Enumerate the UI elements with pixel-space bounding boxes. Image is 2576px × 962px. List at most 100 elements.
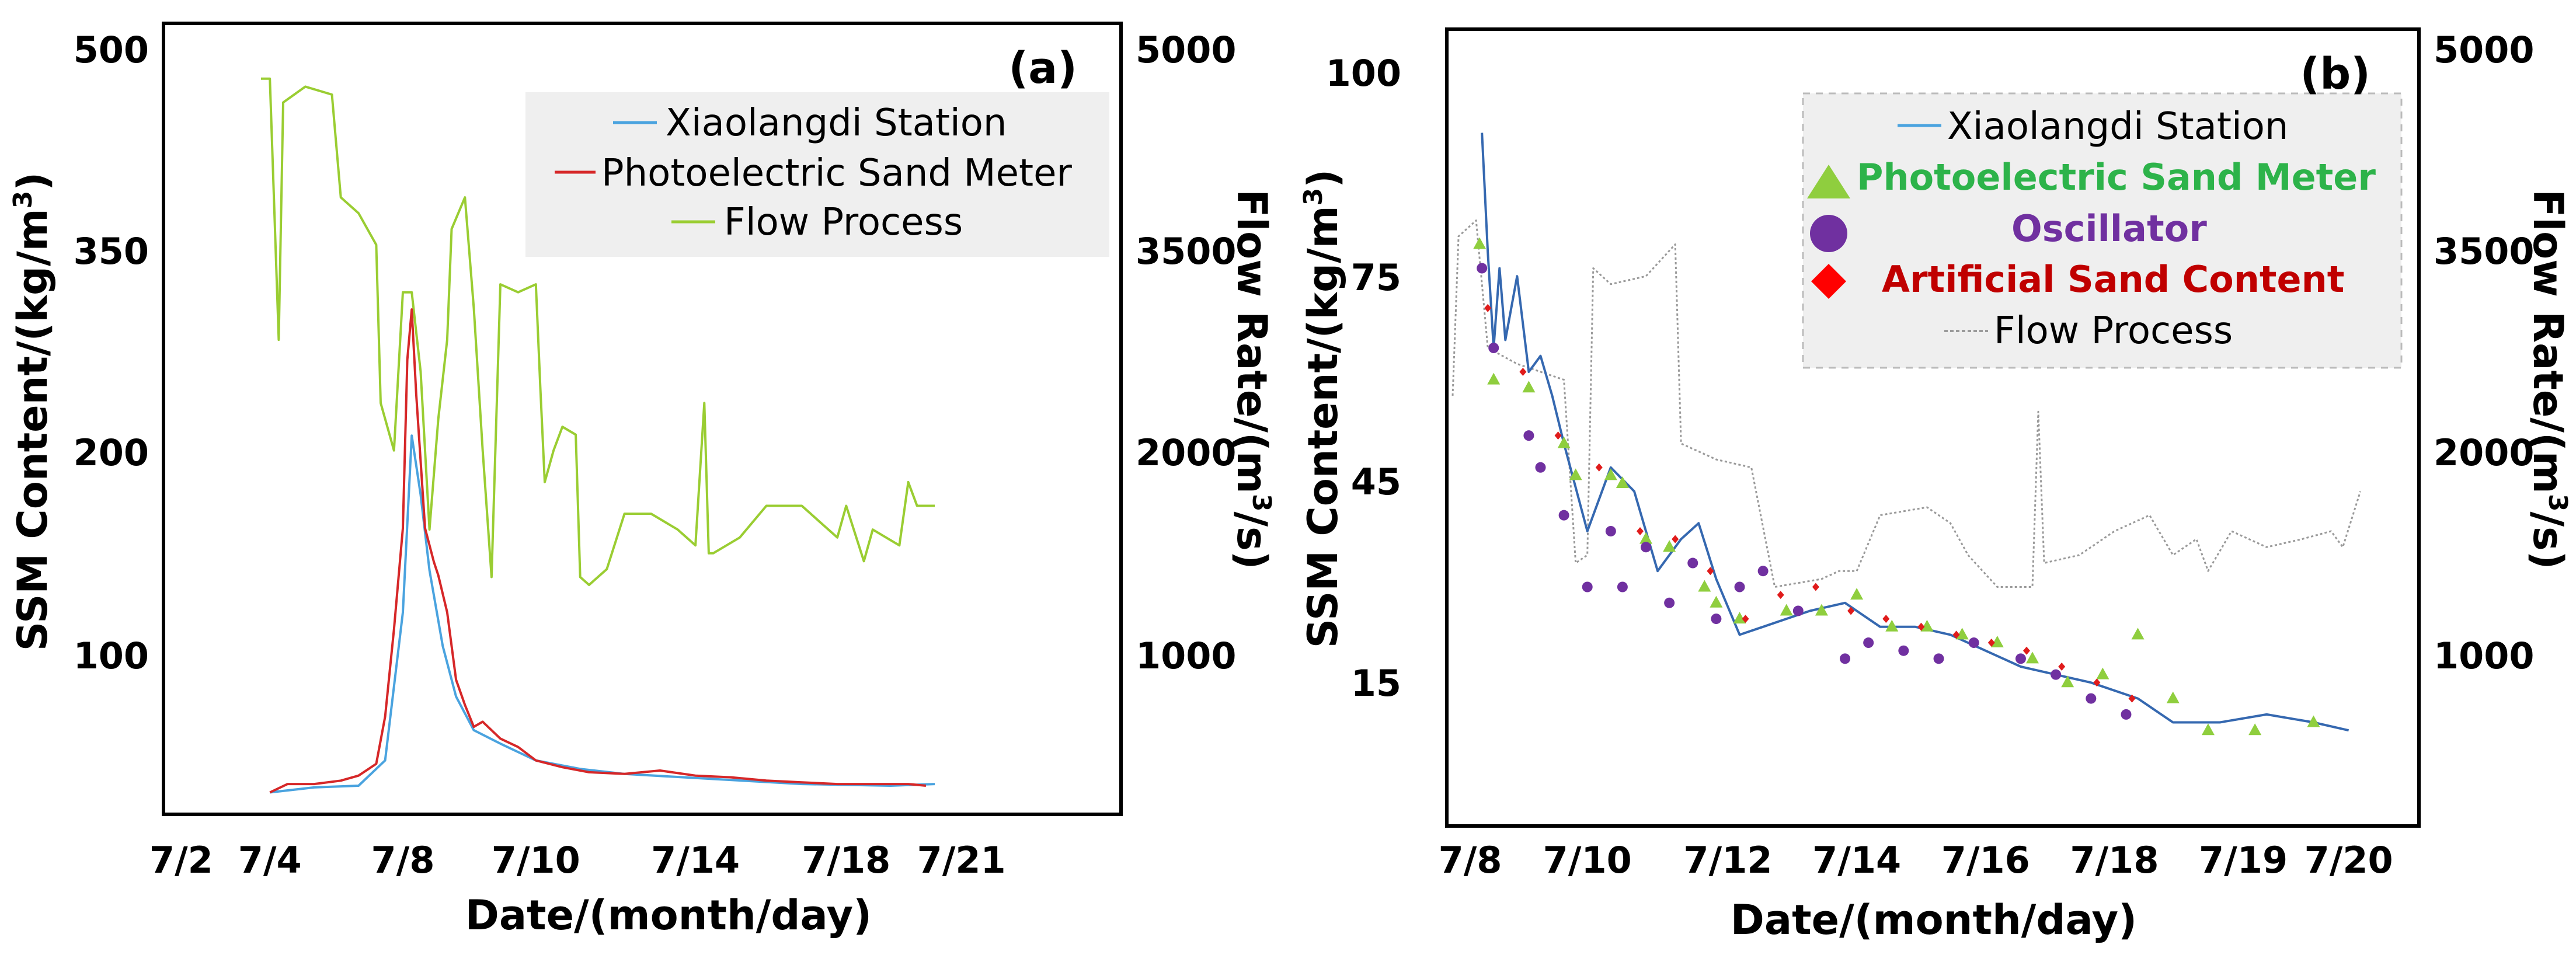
photoelectric-sand-meter-point [1557, 436, 1571, 448]
photoelectric-sand-meter-point [1569, 468, 1582, 480]
photoelectric-sand-meter-point [1920, 619, 1934, 632]
y2-tick-label: 1000 [1136, 635, 1237, 677]
y-tick-label: 45 [1351, 461, 1401, 503]
photoelectric-sand-meter-point [1616, 476, 1629, 489]
panel-a-y2-axis-title: Flow Rate/(m3/s) [1228, 189, 1276, 569]
photoelectric-sand-meter-point [2026, 651, 2039, 664]
panel-a-left-ticks: 100 200 350 500 [74, 29, 149, 677]
photoelectric-sand-meter-point [1473, 237, 1487, 249]
oscillator-point [1641, 542, 1652, 553]
oscillator-point [1711, 614, 1722, 625]
y2-tick-label: 2000 [2434, 431, 2535, 474]
legend-label-photoelectric: Photoelectric Sand Meter [1857, 156, 2376, 198]
y-tick-label: 350 [74, 230, 149, 273]
photoelectric-sand-meter-point [2307, 715, 2320, 727]
artificial-sand-content-point [2022, 646, 2030, 655]
legend-label-flow-process: Flow Process [1994, 309, 2233, 353]
y2-tick-label: 3500 [1136, 230, 1237, 273]
x-tick-label: 7/2 [149, 839, 213, 881]
artificial-sand-content-point [2128, 694, 2136, 703]
artificial-sand-content-point [1812, 583, 1819, 591]
y-tick-label: 15 [1351, 662, 1401, 705]
artificial-sand-content-point [1519, 367, 1527, 376]
oscillator-point [1605, 525, 1616, 536]
panel-b-series [1451, 133, 2362, 736]
y-tick-label: 75 [1351, 256, 1401, 299]
artificial-sand-content-point [1987, 639, 1995, 647]
y-tick-label: 200 [74, 431, 149, 474]
legend-label-xiaolangdi: Xiaolangdi Station [1947, 105, 2288, 148]
y2-tick-label: 5000 [1136, 29, 1237, 71]
oscillator-point [1687, 557, 1698, 569]
oscillator-point [2051, 669, 2062, 680]
panel-b-y2-axis-title: Flow Rate/(m3/s) [2524, 189, 2572, 569]
artificial-sand-content-point [1672, 535, 1679, 543]
photoelectric-sand-meter-point [1990, 636, 2004, 648]
panel-a-legend: Xiaolangdi Station Photoelectric Sand Me… [555, 102, 1072, 244]
oscillator-point [1558, 510, 1569, 521]
legend-label-artificial: Artificial Sand Content [1882, 258, 2344, 301]
oscillator-point [1863, 637, 1874, 649]
legend-label-xiaolangdi: Xiaolangdi Station [666, 102, 1007, 145]
xiaolangdi-station-line [269, 434, 935, 794]
artificial-sand-content-point [1882, 615, 1890, 623]
photoelectric-sand-meter-point [2096, 667, 2109, 679]
legend-marker-diamond [1811, 264, 1846, 299]
oscillator-point [1968, 637, 1979, 649]
oscillator-point [1734, 581, 1745, 592]
legend-label-oscillator: Oscillator [2011, 207, 2207, 250]
y2-tick-label: 5000 [2434, 29, 2535, 71]
oscillator-point [1840, 653, 1851, 664]
panel-a: Xiaolangdi Station Photoelectric Sand Me… [8, 22, 1276, 939]
xiaolangdi-station-line [1481, 133, 2349, 732]
photoelectric-sand-meter-point [2248, 723, 2262, 736]
artificial-sand-content-point [1554, 431, 1562, 440]
panel-b: Xiaolangdi Station Photoelectric Sand Me… [1299, 27, 2572, 944]
oscillator-point [1523, 430, 1534, 441]
photoelectric-sand-meter-point [2166, 691, 2180, 703]
photoelectric-sand-meter-point [1955, 628, 1969, 640]
oscillator-point [1488, 343, 1499, 353]
panel-b-left-ticks: 15 45 75 100 [1326, 52, 1401, 705]
photoelectric-sand-meter-point [1815, 604, 1828, 616]
photoelectric-sand-meter-point [1850, 588, 1864, 600]
photoelectric-sand-meter-point [1733, 612, 1746, 624]
oscillator-point [1757, 566, 1769, 577]
artificial-sand-content-point [1742, 615, 1749, 623]
flow-process-line [261, 77, 935, 586]
legend-label-flow-process: Flow Process [724, 201, 963, 244]
photoelectric-sand-meter-point [2201, 723, 2215, 736]
photoelectric-sand-meter-point [2061, 675, 2074, 688]
legend-marker-circle [1810, 215, 1847, 252]
x-tick-label: 7/14 [1812, 839, 1901, 881]
oscillator-point [1792, 605, 1804, 616]
y-tick-label: 100 [1326, 52, 1401, 95]
panel-b-y-axis-title: SSM Content/(kg/m3) [1299, 169, 1347, 649]
x-tick-label: 7/8 [371, 839, 435, 881]
artificial-sand-content-point [1917, 622, 1925, 631]
x-tick-label: 7/16 [1941, 839, 2030, 881]
panel-b-label: (b) [2300, 49, 2370, 99]
photoelectric-sand-meter-point [1639, 532, 1653, 544]
panel-a-series [261, 77, 935, 794]
oscillator-point [1477, 263, 1488, 274]
y-tick-label: 500 [74, 29, 149, 71]
artificial-sand-content-point [1484, 304, 1492, 312]
photoelectric-sand-meter-point [1698, 580, 1711, 592]
artificial-sand-content-point [2058, 663, 2066, 671]
photoelectric-sand-meter-point [1710, 595, 1723, 608]
photoelectric-sand-meter-point [2131, 628, 2145, 640]
photoelectric-sand-meter-point [1604, 468, 1617, 480]
artificial-sand-content-point [2093, 678, 2101, 687]
y2-tick-label: 2000 [1136, 431, 1237, 474]
artificial-sand-content-point [1847, 607, 1855, 615]
x-tick-label: 7/4 [238, 839, 302, 881]
panel-b-legend: Xiaolangdi Station Photoelectric Sand Me… [1807, 105, 2376, 353]
photoelectric-sand-meter-point [1780, 604, 1793, 616]
x-tick-label: 7/20 [2305, 839, 2393, 881]
oscillator-point [2015, 653, 2026, 664]
artificial-sand-content-point [1952, 630, 1960, 639]
x-tick-label: 7/10 [492, 839, 580, 881]
photoelectric-sand-meter-point [1663, 540, 1676, 552]
oscillator-point [1898, 645, 1909, 656]
